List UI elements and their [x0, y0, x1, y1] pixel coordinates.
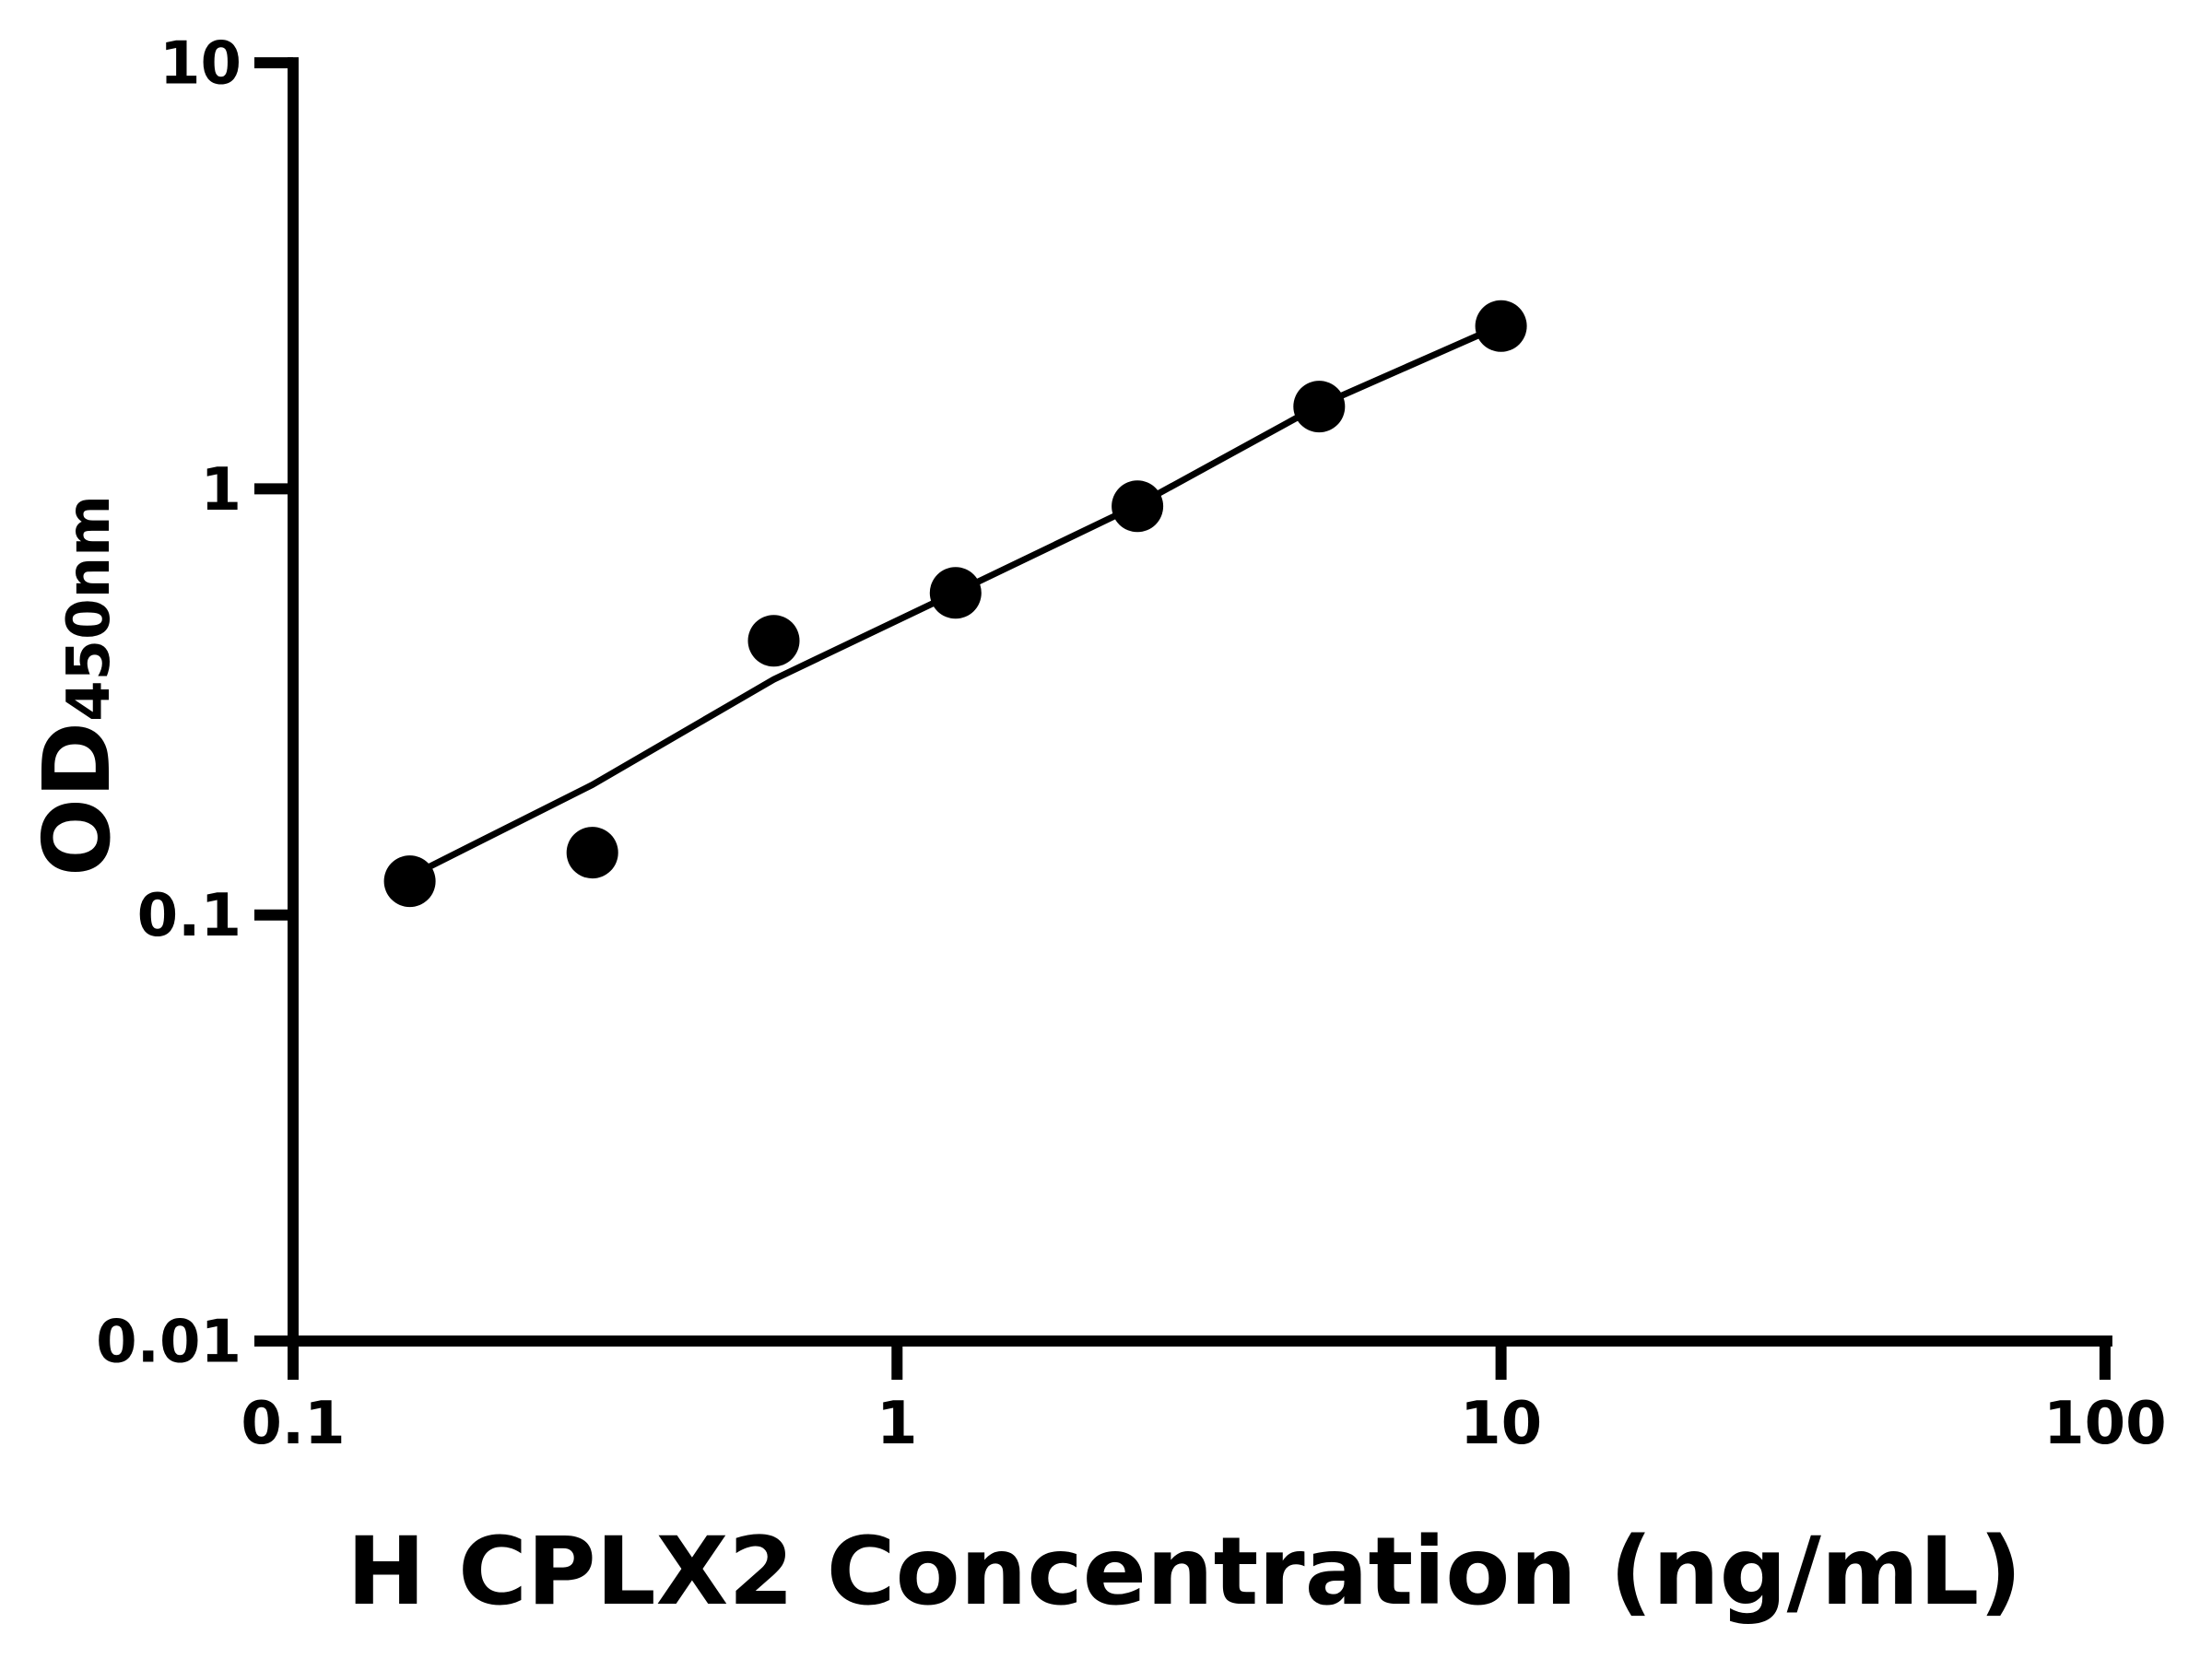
y-axis-title-subscript: 450nm [55, 495, 124, 722]
data-point [1112, 480, 1164, 533]
x-tick-label-1: 1 [877, 1390, 918, 1458]
x-axis-title: H CPLX2 Concentration (ng/mL) [347, 1517, 2022, 1627]
y-tick-label-1: 1 [200, 456, 241, 524]
data-point [747, 615, 800, 667]
y-axis-title: OD450nm [23, 495, 131, 877]
data-point [1475, 300, 1527, 352]
y-tick-label-10: 10 [159, 30, 241, 99]
y-axis-title-main: OD [23, 722, 131, 877]
data-point [929, 567, 982, 619]
data-points [383, 300, 1527, 908]
x-tick-label-0.1: 0.1 [241, 1390, 345, 1458]
axes [288, 57, 2112, 1347]
data-point [566, 827, 618, 879]
data-point [1293, 381, 1346, 433]
y-tick-label-0.1: 0.1 [137, 882, 241, 950]
y-tick-label-0.01: 0.01 [96, 1308, 241, 1376]
x-tick-label-10: 10 [1460, 1390, 1542, 1458]
axis-ticks [254, 57, 2111, 1380]
x-tick-label-100: 100 [2043, 1390, 2167, 1458]
data-point [383, 855, 436, 908]
